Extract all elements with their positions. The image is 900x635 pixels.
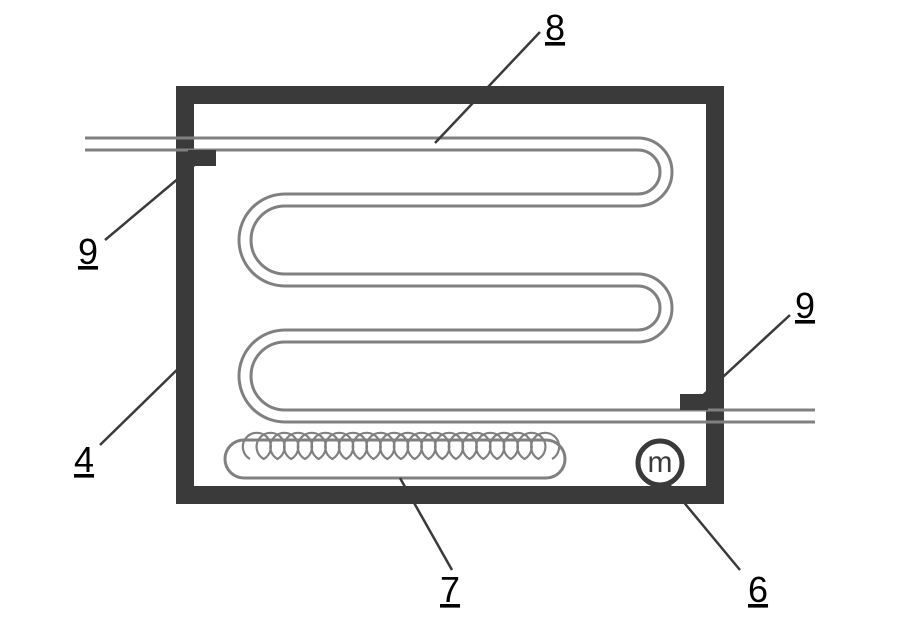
lead-4: [100, 362, 185, 445]
heater-element: [225, 433, 565, 478]
label-4: 4: [74, 439, 94, 480]
label-9a: 9: [78, 231, 98, 272]
motor-letter: m: [648, 446, 673, 479]
serpentine-tube: [85, 138, 815, 422]
schematic-diagram: m 8 9 9 4 7 6: [0, 0, 900, 635]
motor-symbol: m: [638, 441, 682, 485]
port-blocks: [188, 150, 708, 410]
label-7: 7: [440, 569, 460, 610]
label-8: 8: [545, 7, 565, 48]
label-6: 6: [748, 569, 768, 610]
label-9b: 9: [795, 285, 815, 326]
